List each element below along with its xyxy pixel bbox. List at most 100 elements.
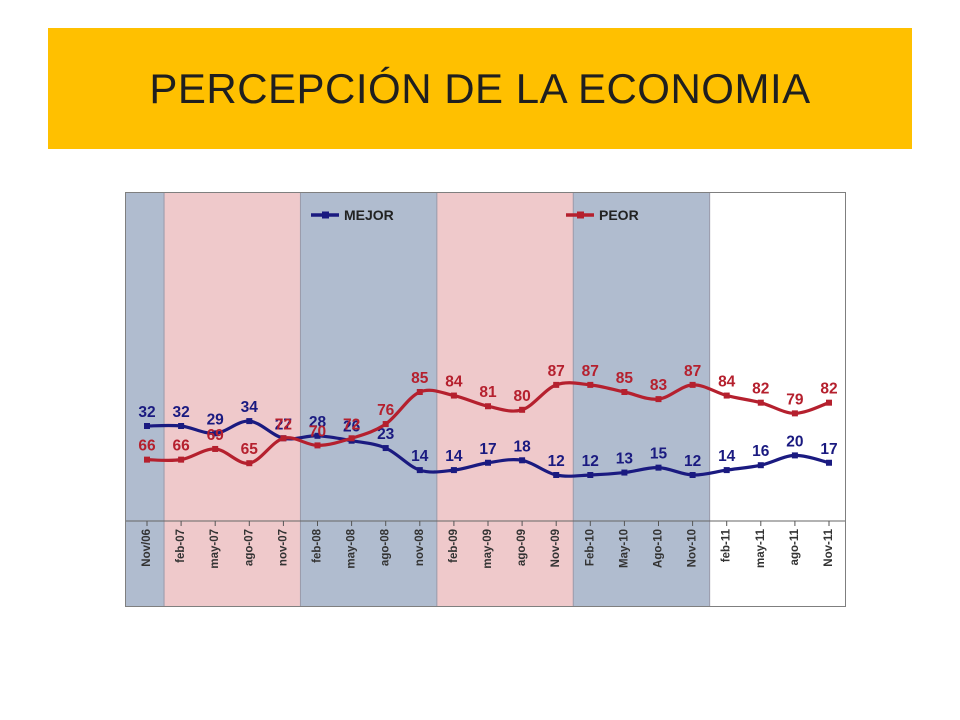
data-point-mejor xyxy=(314,432,321,439)
data-point-mejor xyxy=(519,457,526,464)
data-point-peor xyxy=(178,456,185,463)
data-point-peor xyxy=(485,403,491,410)
data-point-mejor xyxy=(621,469,628,476)
data-point-mejor xyxy=(416,467,423,474)
x-tick-label: may-07 xyxy=(209,529,221,569)
data-point-mejor xyxy=(791,452,798,459)
data-point-peor xyxy=(689,381,696,388)
line-chart: Nov/06 feb-07 may-07 ago-07 nov-07 feb-08 may-… xyxy=(126,193,845,606)
data-label-peor: 82 xyxy=(752,381,769,398)
data-point-mejor xyxy=(689,472,696,478)
data-point-mejor xyxy=(246,418,253,425)
data-point-peor xyxy=(280,435,287,442)
x-tick-label: Feb-10 xyxy=(584,529,596,566)
data-label-peor: 82 xyxy=(820,381,837,398)
data-label-peor: 87 xyxy=(548,363,565,380)
data-point-mejor xyxy=(178,423,185,429)
period-band-1 xyxy=(164,193,301,606)
data-label-mejor: 14 xyxy=(445,448,463,465)
x-tick-label: feb-11 xyxy=(721,528,733,562)
data-point-mejor xyxy=(450,467,457,474)
x-tick-label: nov-08 xyxy=(414,528,426,566)
data-label-mejor: 13 xyxy=(616,451,634,468)
data-point-mejor xyxy=(757,462,764,469)
x-tick-label: May-10 xyxy=(618,529,630,568)
data-point-peor xyxy=(348,435,355,442)
x-tick-label: ago-09 xyxy=(516,529,528,566)
data-label-peor: 80 xyxy=(513,388,530,405)
data-label-peor: 76 xyxy=(377,402,395,419)
x-tick-label: Nov/06 xyxy=(141,529,153,567)
data-label-peor: 81 xyxy=(479,384,497,401)
data-point-mejor xyxy=(553,472,560,478)
legend-marker-mejor xyxy=(322,211,329,219)
data-point-mejor xyxy=(382,445,389,452)
title-banner: PERCEPCIÓN DE LA ECONOMIA xyxy=(48,28,912,149)
data-point-mejor xyxy=(826,459,832,466)
data-point-peor xyxy=(757,399,764,406)
data-point-peor xyxy=(519,406,526,413)
period-band-2 xyxy=(300,193,437,606)
data-label-peor: 66 xyxy=(172,438,190,455)
data-label-mejor: 12 xyxy=(582,453,599,470)
data-point-peor xyxy=(621,389,628,395)
x-tick-label: feb-08 xyxy=(312,528,324,562)
data-label-peor: 85 xyxy=(411,370,429,387)
data-label-mejor: 28 xyxy=(309,414,327,431)
data-label-mejor: 29 xyxy=(207,411,225,428)
x-tick-label: nov-07 xyxy=(277,529,289,566)
data-label-mejor: 26 xyxy=(343,419,361,436)
data-point-peor xyxy=(791,410,798,417)
data-point-peor xyxy=(723,392,730,399)
data-label-peor: 83 xyxy=(650,377,668,394)
data-label-peor: 72 xyxy=(275,416,292,433)
period-band-5 xyxy=(709,193,845,606)
x-tick-label: Nov-09 xyxy=(550,529,562,567)
period-band-3 xyxy=(436,193,574,606)
data-point-peor xyxy=(587,381,594,388)
data-label-mejor: 18 xyxy=(513,438,531,455)
page-title: PERCEPCIÓN DE LA ECONOMIA xyxy=(149,64,811,112)
data-label-peor: 79 xyxy=(786,391,804,408)
period-band-4 xyxy=(573,193,710,606)
data-label-mejor: 16 xyxy=(752,443,770,460)
data-label-mejor: 27 xyxy=(275,416,292,433)
data-label-peor: 72 xyxy=(343,416,360,433)
data-label-peor: 84 xyxy=(445,374,463,391)
x-tick-label: ago-07 xyxy=(243,529,255,566)
data-point-peor xyxy=(246,460,253,467)
data-label-mejor: 17 xyxy=(479,441,496,458)
data-point-peor xyxy=(144,456,150,463)
data-label-peor: 84 xyxy=(718,374,736,391)
data-point-peor xyxy=(826,399,832,406)
data-label-peor: 65 xyxy=(241,441,259,458)
data-point-peor xyxy=(450,392,457,399)
data-label-mejor: 32 xyxy=(138,404,155,421)
data-point-mejor xyxy=(723,467,730,474)
data-point-mejor xyxy=(485,459,491,466)
data-label-mejor: 20 xyxy=(786,433,803,450)
x-tick-label: may-11 xyxy=(755,528,767,568)
data-label-peor: 85 xyxy=(616,370,634,387)
data-label-mejor: 15 xyxy=(650,446,668,463)
x-tick-label: Nov-10 xyxy=(687,529,699,567)
data-point-mejor xyxy=(144,423,150,429)
legend-label-peor: PEOR xyxy=(599,207,639,223)
data-point-peor xyxy=(212,445,219,452)
data-label-mejor: 14 xyxy=(411,448,429,465)
legend-marker-peor xyxy=(577,211,584,219)
legend-label-mejor: MEJOR xyxy=(344,207,394,223)
data-point-peor xyxy=(382,421,389,428)
data-label-peor: 70 xyxy=(309,423,326,440)
data-point-mejor xyxy=(212,430,219,437)
x-tick-label: may-09 xyxy=(482,529,494,569)
x-tick-label: feb-07 xyxy=(175,529,187,563)
period-band-0 xyxy=(126,193,165,606)
x-tick-label: ago-11 xyxy=(789,528,801,565)
data-label-peor: 66 xyxy=(138,438,156,455)
x-tick-label: feb-09 xyxy=(448,529,460,563)
data-point-peor xyxy=(314,442,321,449)
data-point-mejor xyxy=(587,472,594,478)
data-label-peor: 69 xyxy=(207,427,225,444)
chart-container: Nov/06 feb-07 may-07 ago-07 nov-07 feb-08 may-… xyxy=(125,192,846,607)
